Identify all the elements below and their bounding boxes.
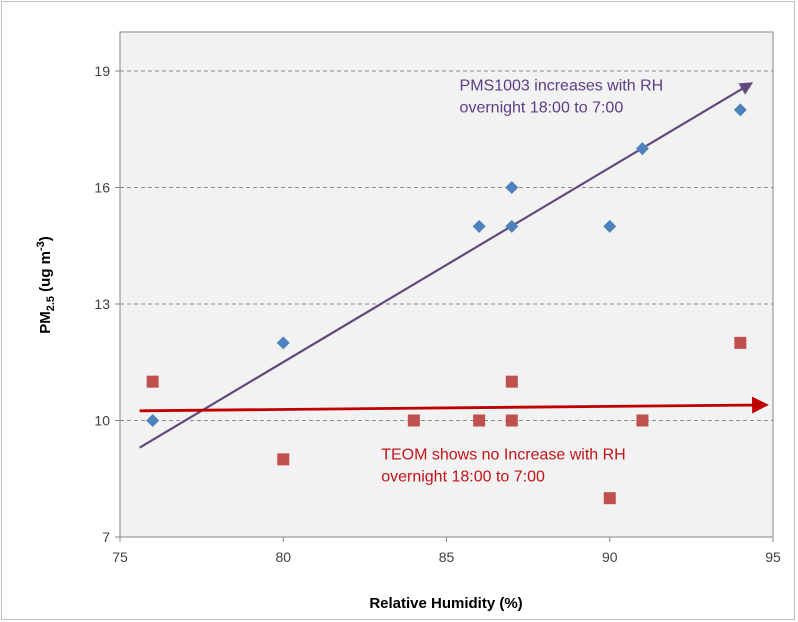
pms-diamond-point bbox=[603, 219, 617, 233]
teom-square-point bbox=[277, 453, 290, 466]
pms-diamond-point bbox=[146, 414, 160, 427]
y-axis-title-superscript: -3 bbox=[35, 241, 47, 251]
y-tick-label: 16 bbox=[94, 180, 110, 196]
y-tick-label: 10 bbox=[94, 413, 110, 429]
pms-diamond-point bbox=[472, 219, 486, 233]
pms-annotation: PMS1003 increases with RH overnight 18:00… bbox=[460, 77, 664, 116]
x-tick-label: 95 bbox=[765, 549, 781, 565]
teom-square-point bbox=[505, 414, 518, 427]
annotations: PMS1003 increases with RH overnight 18:00… bbox=[381, 77, 663, 485]
pms-diamond-point bbox=[505, 181, 519, 194]
gridlines bbox=[120, 70, 773, 421]
y-axis-title-unit: (ug m bbox=[37, 251, 54, 296]
y-axis-ticks: 7 10 13 16 19 bbox=[94, 63, 120, 545]
x-tick-label: 85 bbox=[439, 549, 455, 565]
teom-square-point bbox=[146, 375, 159, 388]
teom-square-point bbox=[505, 375, 518, 388]
plot-area bbox=[119, 31, 774, 538]
pms-diamond-point bbox=[635, 142, 649, 156]
y-axis-title-base: PM bbox=[37, 311, 54, 334]
x-axis-title: Relative Humidity (%) bbox=[369, 595, 522, 612]
teom-square-point bbox=[603, 492, 616, 505]
x-axis-ticks: 75 80 85 90 95 bbox=[112, 537, 781, 565]
teom-square-point bbox=[636, 414, 649, 427]
y-axis-title: PM2.5 (ug m-3) bbox=[35, 236, 57, 334]
pms-diamond-point bbox=[505, 219, 519, 233]
pms-diamond-point bbox=[276, 336, 290, 350]
y-tick-label: 7 bbox=[102, 529, 110, 545]
y-tick-label: 19 bbox=[94, 63, 110, 79]
annotation-line: overnight 18:00 to 7:00 bbox=[460, 99, 624, 116]
x-tick-label: 90 bbox=[602, 549, 618, 565]
annotation-line: PMS1003 increases with RH bbox=[460, 77, 664, 94]
x-tick-label: 80 bbox=[275, 549, 291, 565]
x-tick-label: 75 bbox=[112, 549, 128, 565]
y-axis-title-close: ) bbox=[37, 236, 54, 241]
annotation-line: overnight 18:00 to 7:00 bbox=[381, 468, 545, 485]
data-points bbox=[146, 103, 747, 505]
y-tick-label: 13 bbox=[94, 296, 110, 312]
teom-annotation: TEOM shows no Increase with RH overnight … bbox=[381, 446, 626, 485]
teom-trend-arrow bbox=[139, 396, 769, 414]
teom-square-point bbox=[734, 336, 747, 349]
annotation-line: TEOM shows no Increase with RH bbox=[381, 446, 626, 463]
y-axis-title-subscript: 2.5 bbox=[45, 296, 57, 311]
teom-square-point bbox=[473, 414, 486, 427]
pms-diamond-point bbox=[733, 103, 747, 117]
teom-square-point bbox=[407, 414, 420, 427]
